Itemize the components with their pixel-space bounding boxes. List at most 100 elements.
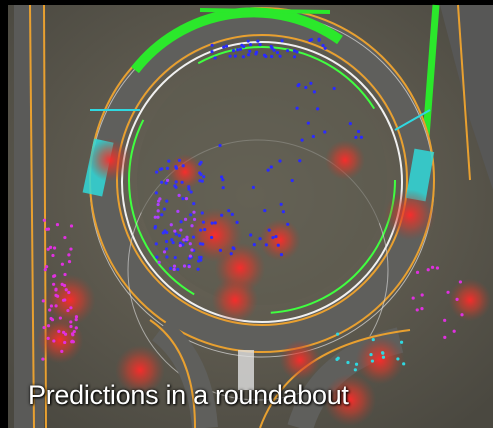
prediction-dot (430, 265, 435, 269)
prediction-dot (176, 267, 180, 271)
prediction-dot (254, 52, 258, 56)
prediction-dot (336, 356, 340, 360)
prediction-dot (446, 290, 450, 294)
prediction-dot (60, 282, 64, 286)
prediction-dot (228, 54, 232, 58)
road (440, 5, 493, 190)
prediction-dot (182, 238, 186, 242)
prediction-dot (165, 166, 170, 170)
heat-blob (88, 138, 132, 182)
prediction-dot (45, 265, 49, 269)
prediction-dot (271, 235, 275, 240)
prediction-dot (279, 253, 284, 257)
prediction-dot (402, 362, 406, 366)
prediction-dot (192, 210, 196, 214)
prediction-dot (279, 202, 283, 206)
prediction-dot (270, 54, 274, 59)
prediction-dot (200, 211, 204, 215)
prediction-dot (321, 43, 325, 48)
prediction-dot (292, 55, 297, 59)
prediction-dot (203, 227, 207, 232)
prediction-dot (178, 244, 182, 248)
prediction-dot (306, 121, 310, 125)
prediction-dot (49, 245, 53, 249)
prediction-dot (460, 313, 464, 317)
lane-line (457, 4, 471, 181)
prediction-dot (157, 199, 161, 203)
prediction-dot (161, 231, 165, 235)
prediction-dot (380, 351, 385, 355)
prediction-dot (192, 217, 197, 222)
lane-cyan (90, 109, 431, 131)
prediction-dot (230, 212, 234, 217)
lane-green (199, 8, 331, 14)
prediction-dot (154, 191, 158, 195)
prediction-dot (304, 85, 308, 90)
prediction-dot (238, 47, 243, 51)
prediction-dot (185, 235, 189, 239)
prediction-dot (160, 213, 164, 217)
prediction-dot (311, 134, 315, 139)
prediction-dot (153, 215, 157, 219)
prediction-dot (60, 262, 64, 266)
prediction-dot (312, 90, 316, 94)
prediction-dot (182, 264, 187, 268)
prediction-dot (177, 234, 182, 238)
prediction-dot (43, 267, 47, 272)
prediction-dot (241, 55, 245, 59)
vehicle-box (405, 148, 435, 202)
prediction-dot (198, 162, 202, 166)
prediction-dot (252, 243, 256, 247)
prediction-dot (292, 49, 297, 53)
prediction-dot (359, 135, 364, 139)
prediction-dot (174, 232, 178, 236)
prediction-dot (176, 209, 180, 213)
prediction-dot (165, 178, 170, 182)
prediction-dot (232, 49, 236, 53)
lane-line (149, 319, 196, 428)
prediction-dot (369, 352, 373, 357)
prediction-dot (71, 333, 75, 337)
prediction-dot (281, 210, 285, 214)
prediction-dot (155, 170, 159, 174)
prediction-dot (420, 293, 424, 297)
heat-blob (166, 153, 204, 191)
prediction-dot (317, 38, 321, 42)
prediction-dot (52, 246, 57, 250)
heat-blob (448, 278, 492, 322)
prediction-dot (158, 167, 163, 171)
prediction-dot (54, 288, 58, 292)
prediction-dot (173, 184, 177, 188)
prediction-dot (396, 357, 400, 361)
prediction-dot (55, 223, 60, 227)
prediction-dot (264, 243, 268, 247)
prediction-dot (280, 39, 284, 43)
heat-blob (324, 139, 366, 181)
prediction-dot (323, 130, 327, 134)
prediction-dot (332, 86, 336, 91)
prediction-dot (435, 266, 440, 270)
prediction-dot (348, 122, 352, 126)
prediction-dot (67, 253, 71, 257)
prediction-dot (276, 243, 280, 247)
lane-green (421, 4, 440, 151)
prediction-dot (179, 228, 183, 232)
prediction-dot (170, 238, 174, 242)
prediction-dot (174, 165, 178, 169)
prediction-dot (155, 255, 159, 259)
heatmaps (36, 138, 492, 427)
prediction-dot (184, 197, 189, 201)
prediction-dot (210, 221, 214, 225)
prediction-dot (220, 213, 224, 217)
prediction-dot (52, 339, 56, 343)
prediction-dot (179, 220, 183, 224)
prediction-dot (258, 237, 262, 241)
prediction-dot (200, 179, 204, 183)
prediction-dot (53, 274, 57, 278)
prediction-dot (49, 316, 53, 321)
prediction-dot (165, 199, 169, 203)
prediction-dot (199, 228, 203, 232)
prediction-dot (202, 175, 206, 179)
prediction-dot (249, 233, 253, 237)
prediction-dot (177, 193, 181, 197)
